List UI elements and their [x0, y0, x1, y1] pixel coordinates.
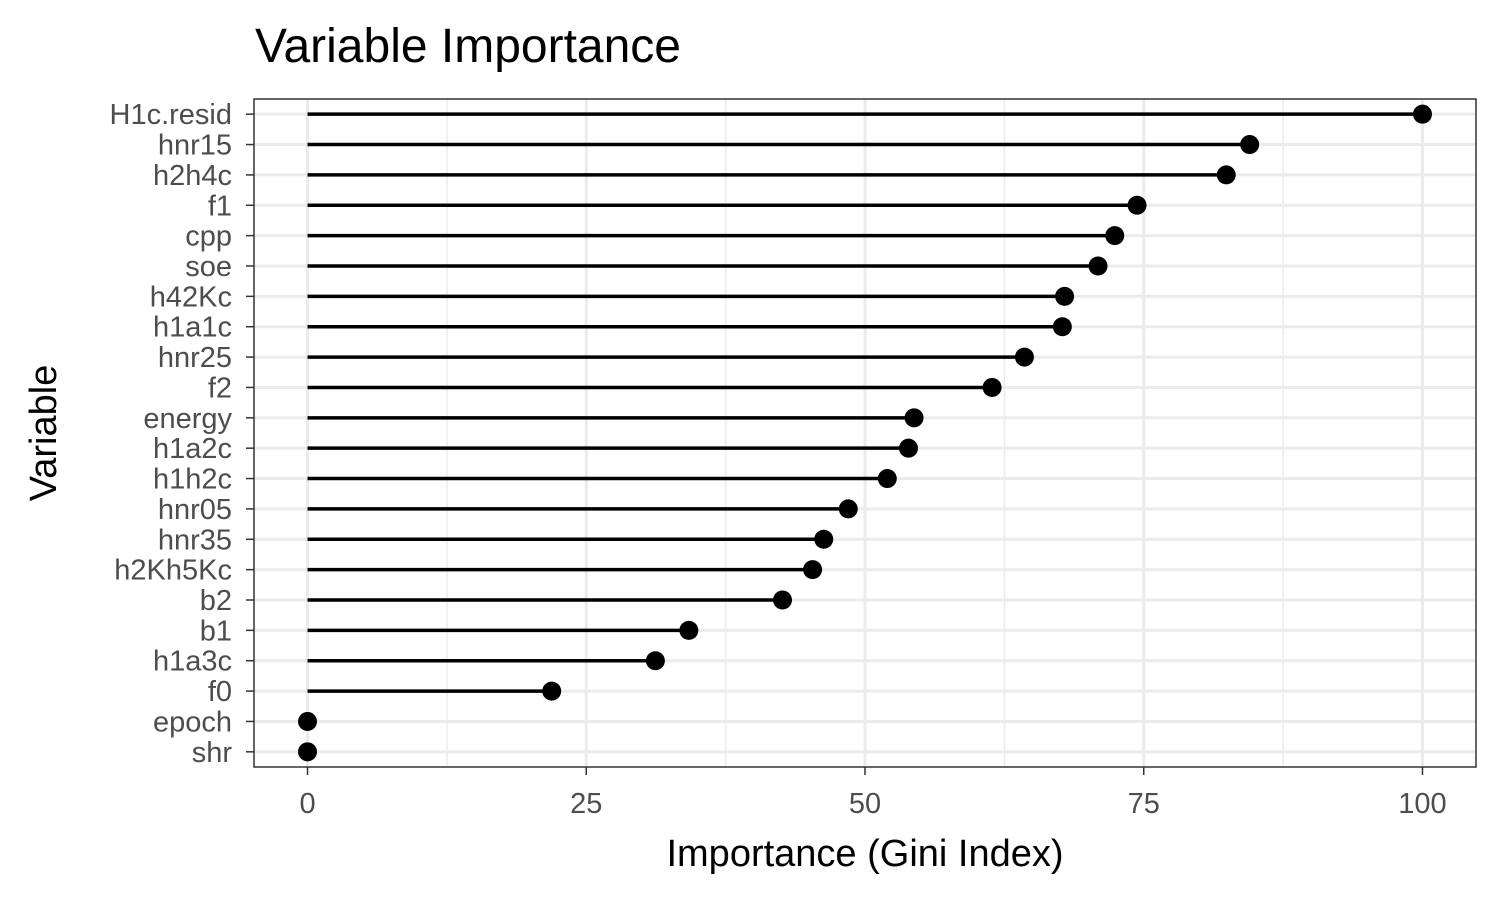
- y-tick-label-hnr25: hnr25: [158, 342, 232, 374]
- point-shr: shr: 0: [298, 742, 318, 762]
- x-tick-label-0: 0: [299, 788, 315, 820]
- point-hnr35: hnr35: 46.3: [814, 529, 834, 549]
- y-tick-label-epoch: epoch: [153, 706, 232, 738]
- point-h1h2c: h1h2c: 52: [877, 469, 897, 489]
- x-tick-label-100: 100: [1398, 788, 1446, 820]
- x-axis: 0 25 50 75 100: [299, 767, 1447, 820]
- point-f0: f0: 21.9: [542, 681, 562, 701]
- y-tick-label-h1a1c: h1a1c: [153, 312, 232, 344]
- point-energy: energy: 54.4: [904, 408, 924, 428]
- grid-lines: [254, 99, 1476, 767]
- x-tick-label-75: 75: [1128, 788, 1160, 820]
- point-h42kc: h42Kc: 67.9: [1055, 286, 1075, 306]
- x-axis-title: Importance (Gini Index): [666, 833, 1063, 875]
- y-tick-label-h1c-resid: H1c.resid: [110, 99, 233, 131]
- y-tick-label-h1a2c: h1a2c: [153, 433, 232, 465]
- y-axis-title: Variable: [23, 365, 65, 502]
- y-axis: H1c.residhnr15h2h4cf1cppsoeh42Kch1a1chnr…: [110, 99, 254, 769]
- y-tick-label-cpp: cpp: [185, 221, 232, 253]
- point-cpp: cpp: 72.4: [1105, 226, 1125, 246]
- y-tick-label-h2h4c: h2h4c: [153, 160, 232, 192]
- y-tick-label-soe: soe: [185, 251, 232, 283]
- y-tick-label-f0: f0: [208, 676, 232, 708]
- point-soe: soe: 70.9: [1088, 256, 1108, 276]
- point-b1: b1: 34.2: [679, 620, 699, 640]
- y-tick-label-b1: b1: [200, 615, 232, 647]
- y-tick-label-shr: shr: [192, 737, 233, 769]
- y-tick-label-energy: energy: [143, 403, 232, 435]
- point-hnr05: hnr05: 48.5: [838, 499, 858, 519]
- y-tick-label-h2kh5kc: h2Kh5Kc: [114, 555, 232, 587]
- point-f2: f2: 61.4: [982, 377, 1002, 397]
- point-b2: b2: 42.6: [772, 590, 792, 610]
- point-epoch: epoch: 0: [298, 711, 318, 731]
- y-tick-label-h42kc: h42Kc: [150, 281, 232, 313]
- y-tick-label-b2: b2: [200, 585, 232, 617]
- y-tick-label-f1: f1: [208, 190, 232, 222]
- point-h1a3c: h1a3c: 31.2: [645, 651, 665, 671]
- point-hnr25: hnr25: 64.3: [1014, 347, 1034, 367]
- y-tick-label-hnr35: hnr35: [158, 524, 232, 556]
- point-h1a1c: h1a1c: 67.7: [1052, 317, 1072, 337]
- point-h2kh5kc: h2Kh5Kc: 45.3: [803, 560, 823, 580]
- y-tick-label-h1h2c: h1h2c: [153, 464, 232, 496]
- y-tick-label-hnr05: hnr05: [158, 494, 232, 526]
- x-tick-label-50: 50: [849, 788, 881, 820]
- point-h1c-resid: H1c.resid: 100: [1412, 104, 1432, 124]
- point-hnr15: hnr15: 84.5: [1240, 135, 1260, 155]
- point-f1: f1: 74.4: [1127, 195, 1147, 215]
- x-tick-label-25: 25: [570, 788, 602, 820]
- point-h1a2c: h1a2c: 53.9: [898, 438, 918, 458]
- y-tick-label-h1a3c: h1a3c: [153, 646, 232, 678]
- point-h2h4c: h2h4c: 82.4: [1216, 165, 1236, 185]
- y-tick-label-hnr15: hnr15: [158, 130, 232, 162]
- y-tick-label-f2: f2: [208, 372, 232, 404]
- chart-title: Variable Importance: [255, 20, 681, 73]
